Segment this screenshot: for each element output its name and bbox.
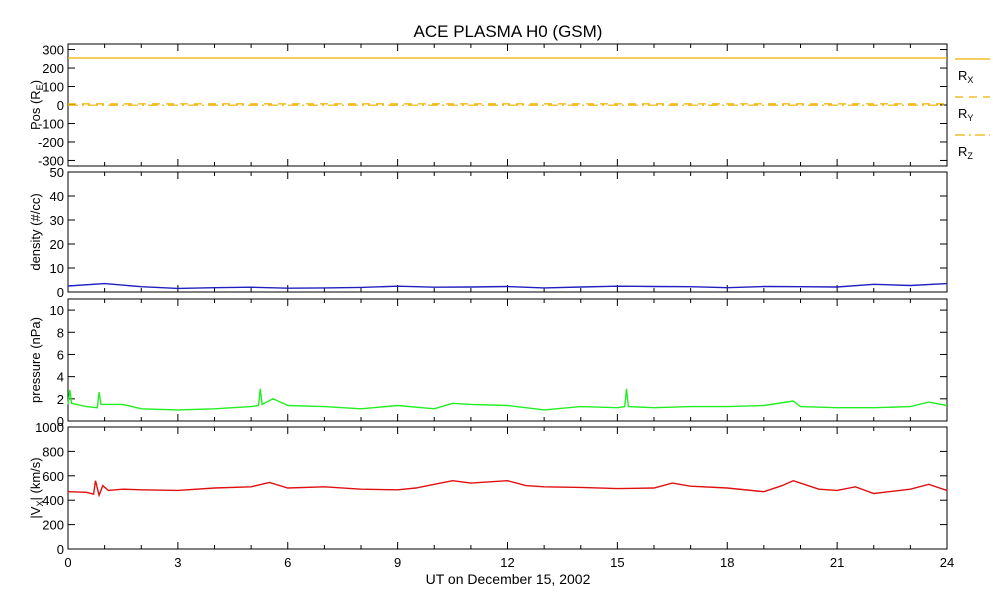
y-tick-label: 0 (57, 285, 64, 300)
x-tick-label: 0 (64, 555, 71, 570)
y-tick-label: 40 (50, 189, 64, 204)
y-tick-label: 8 (57, 325, 64, 340)
y-axis-label-density: density (#/cc) (28, 193, 43, 270)
y-tick-label: 800 (42, 444, 64, 459)
y-tick-label: 400 (42, 493, 64, 508)
series-density (67, 282, 948, 290)
y-axis-label-velocity: |VX| (km/s) (28, 457, 45, 518)
x-tick-label: 24 (940, 555, 954, 570)
series-pressure (67, 388, 948, 411)
panel-frame-pressure (67, 298, 948, 422)
y-tick-label: 200 (42, 61, 64, 76)
panel-position: 300 200 100 0 -100 -200 -300 Pos (RE) (28, 43, 948, 168)
y-tick-label: 600 (42, 469, 64, 484)
y-tick-label: 50 (50, 165, 64, 180)
legend-label-RX: RX (958, 68, 973, 85)
panel-velocity: 1000 800 600 400 200 0 |VX| (km/s) (28, 420, 948, 557)
y-tick-label: 1000 (35, 420, 64, 435)
x-tick-label: 9 (394, 555, 401, 570)
chart-title: ACE PLASMA H0 (GSM) (414, 22, 603, 41)
y-tick-label: 0 (57, 542, 64, 557)
panel-pressure: 10 8 6 4 2 0 pressure (nPa) (28, 298, 948, 429)
y-tick-label: -100 (38, 116, 64, 131)
y-tick-label: 0 (57, 414, 64, 429)
y-tick-label: 10 (50, 261, 64, 276)
y-tick-label: 0 (57, 98, 64, 113)
y-tick-label: 6 (57, 347, 64, 362)
y-axis-label-pressure: pressure (nPa) (28, 317, 43, 403)
y-tick-label: 30 (50, 213, 64, 228)
series-velocity (67, 479, 948, 498)
x-axis-label: UT on December 15, 2002 (426, 571, 591, 587)
position-legend: RX RY RZ (955, 58, 990, 161)
x-tick-label: 3 (174, 555, 181, 570)
y-tick-label: 200 (42, 518, 64, 533)
x-tick-label: 18 (720, 555, 734, 570)
x-axis: 0 3 6 9 12 15 18 21 24 (64, 555, 954, 570)
y-tick-label: -300 (38, 153, 64, 168)
y-tick-label: 2 (57, 392, 64, 407)
legend-label-RZ: RZ (958, 144, 973, 161)
x-tick-label: 15 (610, 555, 624, 570)
x-tick-label: 6 (284, 555, 291, 570)
panel-frame-density (67, 171, 948, 293)
y-tick-label: 100 (42, 80, 64, 95)
y-axis-label-position: Pos (RE) (28, 80, 45, 130)
y-tick-label: 4 (57, 370, 64, 385)
y-tick-label: 10 (50, 303, 64, 318)
panel-density: 50 40 30 20 10 0 density (#/cc) (28, 165, 948, 300)
y-tick-label: 20 (50, 237, 64, 252)
y-tick-label: 300 (42, 43, 64, 58)
legend-label-RY: RY (958, 106, 973, 123)
x-tick-label: 21 (830, 555, 844, 570)
y-tick-label: -200 (38, 135, 64, 150)
x-tick-label: 12 (500, 555, 514, 570)
